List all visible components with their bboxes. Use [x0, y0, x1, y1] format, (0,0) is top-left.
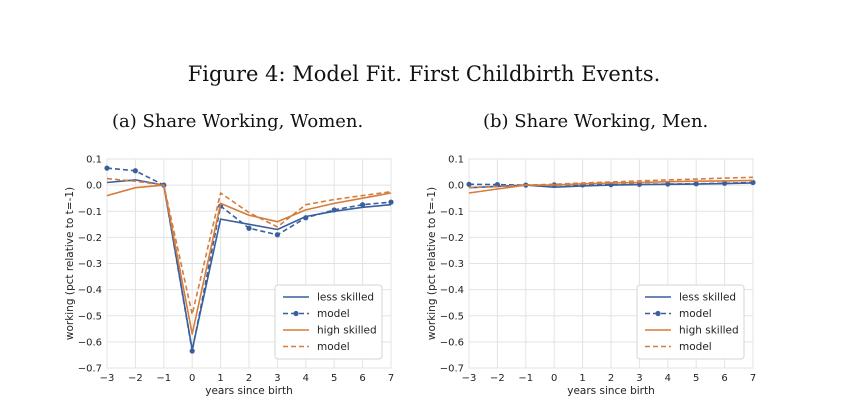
- women-legend-marker-1: [293, 310, 299, 317]
- women-series-point-1: [274, 232, 280, 238]
- men-x-tick-label: 6: [721, 373, 727, 384]
- women-legend-label-1: model: [317, 308, 350, 320]
- women-y-tick-label: 0.1: [86, 155, 102, 166]
- men-x-tick-label: 3: [636, 373, 642, 384]
- women-x-tick-label: 5: [331, 373, 337, 384]
- men-x-tick-label: −1: [518, 373, 533, 384]
- women-series-point-1: [246, 225, 252, 231]
- men-y-tick-label: 0.0: [448, 181, 464, 192]
- women-legend-label-3: model: [317, 341, 350, 353]
- women-y-tick-label: −0.4: [78, 285, 102, 296]
- women-y-axis-label: working (pct relative to t=-1): [64, 187, 76, 340]
- women-legend-box: [274, 284, 383, 360]
- men-y-tick-label: −0.2: [440, 233, 464, 244]
- men-y-tick-label: 0.1: [448, 155, 464, 166]
- men-x-tick-label: 0: [551, 373, 557, 384]
- women-legend-label-2: high skilled: [317, 325, 377, 337]
- women-y-tick-label: −0.7: [78, 364, 102, 375]
- women-series-point-1: [104, 165, 110, 171]
- men-y-tick-label: −0.4: [440, 285, 464, 296]
- men-x-tick-label: 2: [608, 373, 614, 384]
- women-x-tick-label: −3: [100, 373, 115, 384]
- men-legend-marker-1: [655, 310, 661, 317]
- women-x-tick-label: 2: [246, 373, 252, 384]
- men-series-point-1: [665, 181, 671, 187]
- women-series-point-1: [303, 215, 309, 221]
- women-series-point-1: [388, 199, 394, 205]
- men-x-tick-label: 7: [750, 373, 756, 384]
- women-x-tick-label: 6: [359, 373, 365, 384]
- men-legend: less skilled model high skilled model: [636, 284, 745, 360]
- women-x-tick-label: 7: [388, 373, 394, 384]
- men-legend-label-3: model: [679, 341, 712, 353]
- men-series-line-1: [468, 181, 754, 186]
- men-x-tick-label: 1: [579, 373, 585, 384]
- men-y-tick-label: −0.3: [440, 259, 464, 270]
- men-x-tick-label: −3: [462, 373, 477, 384]
- women-y-tick-label: −0.2: [78, 233, 102, 244]
- figure-title: Figure 4: Model Fit. First Childbirth Ev…: [187, 62, 661, 86]
- men-x-tick-label: 5: [693, 373, 699, 384]
- women-series-point-1: [189, 348, 195, 354]
- women-legend-label-0: less skilled: [317, 292, 374, 304]
- women-y-tick-label: 0.0: [86, 181, 102, 192]
- women-y-tick-label: −0.5: [78, 311, 102, 322]
- women-series-point-1: [331, 207, 337, 213]
- women-series-line-0: [106, 179, 392, 351]
- chart-panel-women: −3 −2 −1 0 1 2 3 4 5 6 7 0.1 0.0 −0.1 −0.2 −0.3 −0.4 −0.5…: [64, 155, 394, 398]
- women-legend: less skilled model high skilled model: [274, 284, 383, 360]
- men-y-axis-label: working (pct relative to t=-1): [426, 187, 438, 340]
- men-legend-label-1: model: [679, 308, 712, 320]
- men-x-tick-label: 4: [665, 373, 671, 384]
- panel-b-caption: (b) Share Working, Men.: [483, 111, 709, 132]
- women-series-line-3: [106, 177, 392, 316]
- women-x-tick-label: −1: [156, 373, 171, 384]
- women-x-tick-label: 1: [217, 373, 223, 384]
- women-series-line-2: [106, 184, 392, 335]
- women-y-tick-label: −0.1: [78, 207, 102, 218]
- men-series-line-2: [468, 179, 754, 194]
- women-y-tick-label: −0.6: [78, 337, 102, 348]
- panel-a-caption: (a) Share Working, Women.: [112, 111, 364, 132]
- women-x-axis-label: years since birth: [205, 385, 293, 397]
- women-series-point-1: [360, 202, 366, 208]
- women-x-tick-label: 4: [303, 373, 309, 384]
- men-legend-label-0: less skilled: [679, 292, 736, 304]
- men-y-tick-label: −0.1: [440, 207, 464, 218]
- women-x-tick-label: 3: [274, 373, 280, 384]
- men-legend-box: [636, 284, 745, 360]
- men-legend-label-2: high skilled: [679, 325, 739, 337]
- men-x-tick-label: −2: [490, 373, 505, 384]
- women-series-point-1: [132, 168, 138, 174]
- men-y-tick-label: −0.7: [440, 364, 464, 375]
- men-series-point-1: [693, 181, 699, 187]
- chart-panel-men: −3 −2 −1 0 1 2 3 4 5 6 7 0.1 0.0 −0.1 −0.2 −0.3 −0.4 −0.5…: [426, 155, 756, 398]
- men-series-point-1: [722, 180, 728, 186]
- men-series-line-3: [468, 176, 754, 189]
- men-series-point-1: [466, 181, 472, 187]
- men-y-tick-label: −0.5: [440, 311, 464, 322]
- men-x-axis-label: years since birth: [567, 385, 655, 397]
- women-x-tick-label: 0: [189, 373, 195, 384]
- women-x-tick-label: −2: [128, 373, 143, 384]
- men-y-tick-label: −0.6: [440, 337, 464, 348]
- women-y-tick-label: −0.3: [78, 259, 102, 270]
